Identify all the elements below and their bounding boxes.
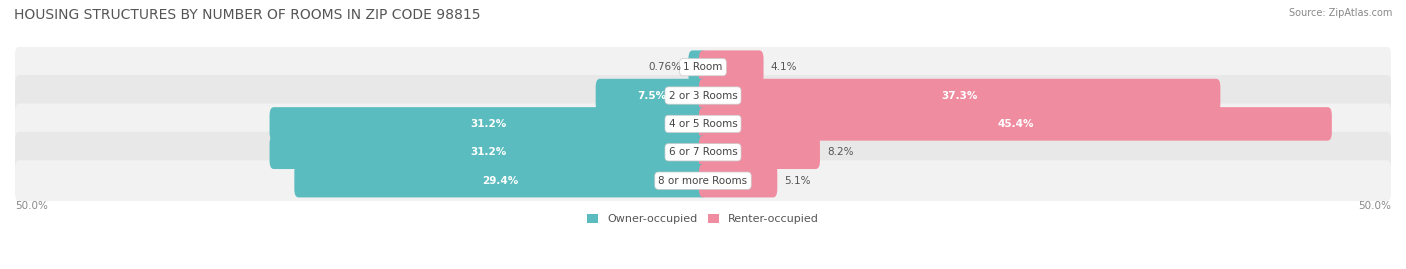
Text: Source: ZipAtlas.com: Source: ZipAtlas.com: [1288, 8, 1392, 18]
Text: 2 or 3 Rooms: 2 or 3 Rooms: [669, 91, 737, 101]
FancyBboxPatch shape: [699, 164, 778, 197]
Text: 4.1%: 4.1%: [770, 62, 797, 72]
Text: HOUSING STRUCTURES BY NUMBER OF ROOMS IN ZIP CODE 98815: HOUSING STRUCTURES BY NUMBER OF ROOMS IN…: [14, 8, 481, 22]
FancyBboxPatch shape: [15, 75, 1391, 116]
Text: 45.4%: 45.4%: [997, 119, 1033, 129]
FancyBboxPatch shape: [699, 79, 1220, 112]
FancyBboxPatch shape: [15, 160, 1391, 201]
Text: 8.2%: 8.2%: [827, 147, 853, 157]
Text: 29.4%: 29.4%: [482, 176, 519, 186]
FancyBboxPatch shape: [596, 79, 707, 112]
FancyBboxPatch shape: [270, 107, 707, 141]
FancyBboxPatch shape: [699, 50, 763, 84]
Text: 7.5%: 7.5%: [637, 91, 666, 101]
Text: 5.1%: 5.1%: [785, 176, 811, 186]
FancyBboxPatch shape: [699, 107, 1331, 141]
Text: 50.0%: 50.0%: [1358, 201, 1391, 211]
FancyBboxPatch shape: [15, 132, 1391, 173]
Text: 31.2%: 31.2%: [470, 147, 506, 157]
Text: 37.3%: 37.3%: [942, 91, 977, 101]
FancyBboxPatch shape: [294, 164, 707, 197]
Text: 50.0%: 50.0%: [15, 201, 48, 211]
FancyBboxPatch shape: [270, 136, 707, 169]
Text: 4 or 5 Rooms: 4 or 5 Rooms: [669, 119, 737, 129]
FancyBboxPatch shape: [15, 104, 1391, 144]
Text: 8 or more Rooms: 8 or more Rooms: [658, 176, 748, 186]
Text: 1 Room: 1 Room: [683, 62, 723, 72]
FancyBboxPatch shape: [15, 47, 1391, 88]
Text: 0.76%: 0.76%: [648, 62, 682, 72]
Text: 31.2%: 31.2%: [470, 119, 506, 129]
FancyBboxPatch shape: [689, 50, 707, 84]
FancyBboxPatch shape: [699, 136, 820, 169]
Legend: Owner-occupied, Renter-occupied: Owner-occupied, Renter-occupied: [582, 210, 824, 229]
Text: 6 or 7 Rooms: 6 or 7 Rooms: [669, 147, 737, 157]
